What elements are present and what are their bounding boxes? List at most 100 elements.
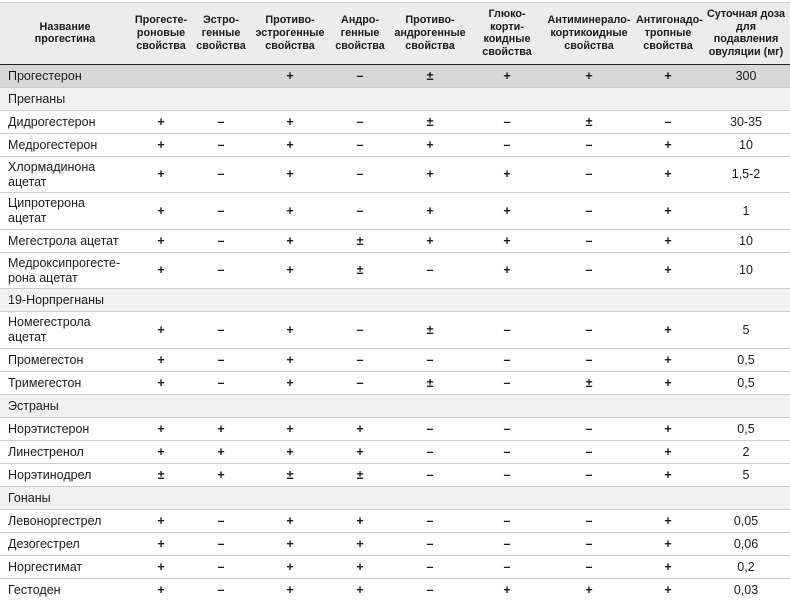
property-cell: – xyxy=(192,229,250,253)
property-cell: + xyxy=(250,133,330,157)
property-cell: – xyxy=(192,555,250,579)
dose-cell: 10 xyxy=(702,133,790,157)
property-cell: + xyxy=(250,417,330,441)
property-cell: + xyxy=(470,156,544,194)
dose-cell: 0,5 xyxy=(702,348,790,372)
property-cell: – xyxy=(390,555,470,579)
property-cell: ± xyxy=(390,311,470,349)
property-cell: + xyxy=(544,64,634,88)
property-cell: – xyxy=(470,555,544,579)
dose-cell: 1,5-2 xyxy=(702,156,790,194)
progestin-name: Медроксипрогесте- рона ацетат xyxy=(0,252,130,290)
property-cell: + xyxy=(250,532,330,556)
property-cell: + xyxy=(250,348,330,372)
dose-cell: 0,05 xyxy=(702,509,790,533)
progestin-name: Мегестрола ацетат xyxy=(0,229,130,253)
property-cell: + xyxy=(130,192,192,230)
property-cell: – xyxy=(470,110,544,134)
dose-cell: 1 xyxy=(702,192,790,230)
property-cell xyxy=(192,64,250,88)
property-cell: – xyxy=(390,252,470,290)
property-cell: – xyxy=(390,509,470,533)
property-cell: + xyxy=(250,156,330,194)
dose-cell: 0,5 xyxy=(702,417,790,441)
progestin-name: Медрогестерон xyxy=(0,133,130,157)
section-row: Эстраны xyxy=(0,394,790,418)
property-cell: – xyxy=(544,133,634,157)
col-header-androgenic: Андро- генные свойства xyxy=(330,2,390,65)
property-cell: + xyxy=(634,156,702,194)
property-cell: + xyxy=(192,463,250,487)
property-cell: – xyxy=(390,440,470,464)
property-cell: ± xyxy=(330,463,390,487)
progestin-name: Норэтистерон xyxy=(0,417,130,441)
property-cell: + xyxy=(250,578,330,600)
property-cell: – xyxy=(544,156,634,194)
property-cell: + xyxy=(130,440,192,464)
col-header-glucocorticoid: Глюко-корти- коидные свойства xyxy=(470,2,544,65)
property-cell: + xyxy=(130,110,192,134)
property-cell: + xyxy=(544,578,634,600)
property-cell: ± xyxy=(390,64,470,88)
property-cell: – xyxy=(192,156,250,194)
property-cell: – xyxy=(330,371,390,395)
property-cell: – xyxy=(192,532,250,556)
property-cell: ± xyxy=(544,110,634,134)
property-cell: – xyxy=(470,348,544,372)
section-row: Гонаны xyxy=(0,486,790,510)
table-row: Дидрогестерон + – + – ± – ± –30-35 xyxy=(0,110,790,134)
col-header-progestogenic: Прогесте- роновые свойства xyxy=(130,2,192,65)
property-cell: + xyxy=(634,371,702,395)
property-cell: + xyxy=(634,348,702,372)
table-row: Норэтистерон + + + + – – – +0,5 xyxy=(0,417,790,441)
table-row: Промегестон + – + – – – – +0,5 xyxy=(0,348,790,372)
property-cell: + xyxy=(130,509,192,533)
property-cell: + xyxy=(250,509,330,533)
property-cell: – xyxy=(192,110,250,134)
property-cell: – xyxy=(330,110,390,134)
table-row: Левоноргестрел + – + + – – – +0,05 xyxy=(0,509,790,533)
property-cell: + xyxy=(634,509,702,533)
col-header-antiandrogenic: Противо- андрогенные свойства xyxy=(390,2,470,65)
property-cell: + xyxy=(250,440,330,464)
property-cell: + xyxy=(330,417,390,441)
property-cell: + xyxy=(130,371,192,395)
progestin-name: Тримегестон xyxy=(0,371,130,395)
property-cell: – xyxy=(192,311,250,349)
property-cell: ± xyxy=(330,229,390,253)
property-cell: ± xyxy=(544,371,634,395)
progestin-name: Хлормадинона ацетат xyxy=(0,156,130,194)
section-label: Гонаны xyxy=(0,486,790,510)
property-cell: + xyxy=(470,252,544,290)
property-cell: + xyxy=(390,192,470,230)
property-cell: + xyxy=(250,311,330,349)
property-cell: – xyxy=(192,192,250,230)
section-label: Прегнаны xyxy=(0,87,790,111)
property-cell: – xyxy=(470,133,544,157)
property-cell: + xyxy=(192,440,250,464)
property-cell: + xyxy=(634,192,702,230)
property-cell: + xyxy=(130,348,192,372)
property-cell: + xyxy=(330,532,390,556)
property-cell: + xyxy=(330,509,390,533)
table-row: Гестоден + – + + – + + +0,03 xyxy=(0,578,790,600)
property-cell: + xyxy=(130,252,192,290)
progestin-name: Гестоден xyxy=(0,578,130,600)
table-row: Медрогестерон + – + – + – – +10 xyxy=(0,133,790,157)
property-cell: – xyxy=(470,509,544,533)
property-cell: – xyxy=(330,192,390,230)
property-cell: – xyxy=(544,417,634,441)
col-header-name: Название прогестина xyxy=(0,2,130,65)
property-cell: + xyxy=(634,417,702,441)
property-cell: – xyxy=(470,371,544,395)
table-header: Название прогестина Прогесте- роновые св… xyxy=(0,2,790,65)
property-cell: + xyxy=(130,311,192,349)
table-row: Номегестрола ацетат + – + – ± – – +5 xyxy=(0,311,790,349)
property-cell: + xyxy=(130,578,192,600)
property-cell: – xyxy=(544,252,634,290)
header-row: Название прогестина Прогесте- роновые св… xyxy=(0,2,790,65)
dose-cell: 300 xyxy=(702,64,790,88)
property-cell: + xyxy=(250,252,330,290)
property-cell: – xyxy=(544,463,634,487)
